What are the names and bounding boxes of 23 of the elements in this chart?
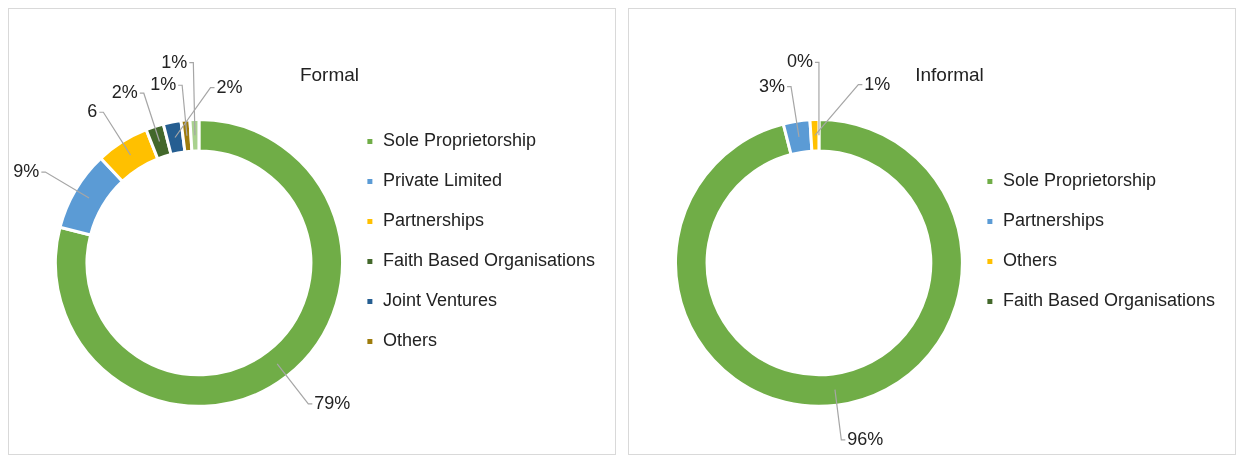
legend-label: Private Limited: [382, 170, 502, 191]
data-label: 2%: [111, 82, 138, 103]
legend-label: Others: [1002, 250, 1057, 271]
data-label: 1%: [864, 73, 891, 94]
legend-label: Faith Based Organisations: [382, 250, 596, 271]
legend-label: Partnerships: [1002, 210, 1104, 231]
data-label: 1%: [150, 74, 177, 95]
data-label: 6: [87, 101, 98, 122]
legend-label: Partnerships: [382, 210, 484, 231]
chart-title: Informal: [915, 63, 984, 85]
legend-label: Joint Ventures: [382, 290, 497, 311]
data-label: 96%: [847, 428, 884, 449]
legend-label: Sole Proprietorship: [1002, 170, 1156, 191]
data-label: 1%: [161, 51, 188, 72]
data-label: 3%: [759, 75, 786, 96]
data-label: 2%: [216, 76, 243, 97]
legend-label: Others: [382, 330, 437, 351]
data-label: 79%: [314, 392, 351, 413]
text: Formal: [299, 63, 360, 85]
text: 0%: [786, 51, 813, 72]
legend-label: Sole Proprietorship: [382, 130, 536, 151]
legend-label: Faith Based Organisations: [1002, 290, 1216, 311]
data-label: 9%: [13, 161, 40, 182]
